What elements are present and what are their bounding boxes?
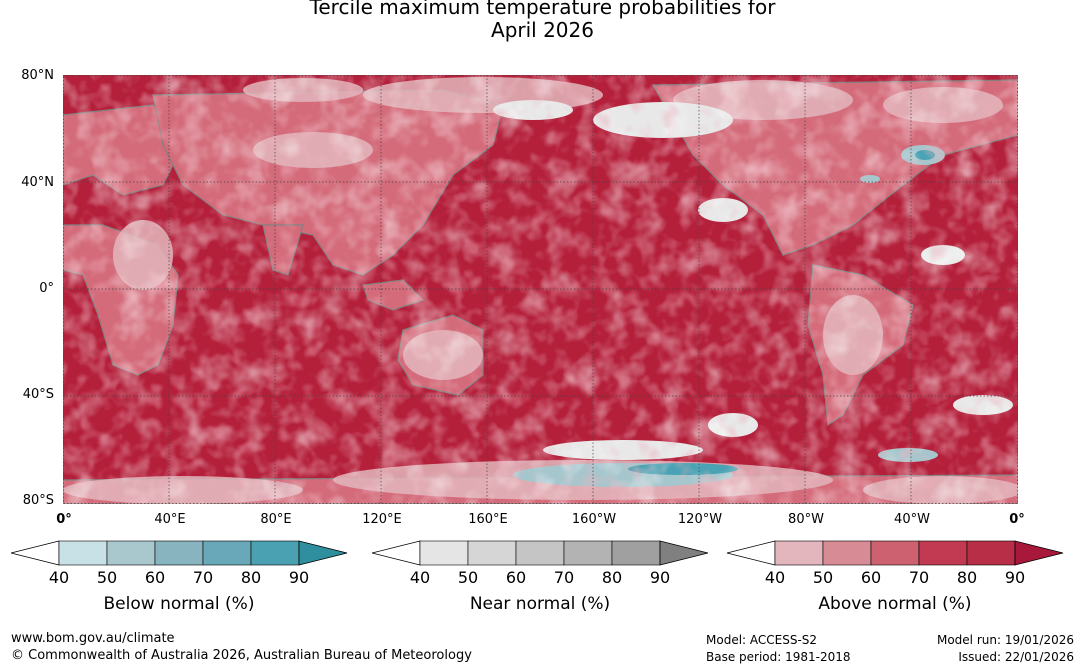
- near-ticks: 40 50 60 70 80 90: [372, 568, 708, 587]
- below-swatch-5: [250, 540, 300, 566]
- near-swatch-1: [419, 540, 469, 566]
- lon-label-160w: 160°W: [571, 512, 617, 527]
- near-swatch-2: [467, 540, 517, 566]
- title-line-1: Tercile maximum temperature probabilitie…: [309, 0, 776, 19]
- near-swatch-over: [659, 540, 709, 566]
- below-swatch-1: [58, 540, 108, 566]
- colorbar-above-swatches: [726, 540, 1064, 566]
- above-swatch-2: [822, 540, 872, 566]
- below-tick-40: 40: [48, 568, 70, 587]
- colorbar-near-swatches: [371, 540, 709, 566]
- colorbar-below-swatches: [10, 540, 348, 566]
- above-swatch-5: [966, 540, 1016, 566]
- lon-label-0-left: 0°: [56, 512, 72, 527]
- above-swatch-under: [726, 540, 776, 566]
- graticule: [63, 75, 1018, 504]
- near-swatch-4: [563, 540, 613, 566]
- above-ticks: 40 50 60 70 80 90: [727, 568, 1063, 587]
- blotch-texture-pink: [63, 75, 1018, 504]
- lon-label-160e: 160°E: [468, 512, 508, 527]
- near-tick-40: 40: [409, 568, 431, 587]
- near-tick-80: 80: [601, 568, 623, 587]
- lon-label-80e: 80°E: [260, 512, 292, 527]
- above-tick-40: 40: [764, 568, 786, 587]
- lon-label-0-right: 0°: [1009, 512, 1025, 527]
- below-ticks: 40 50 60 70 80 90: [11, 568, 347, 587]
- below-tick-50: 50: [96, 568, 118, 587]
- colorbar-above-normal: 40 50 60 70 80 90 Above normal (%): [726, 538, 1064, 614]
- footer-copyright: © Commonwealth of Australia 2026, Austra…: [11, 648, 472, 663]
- above-swatch-3: [870, 540, 920, 566]
- near-tick-60: 60: [505, 568, 527, 587]
- above-swatch-1: [774, 540, 824, 566]
- chart-title: Tercile maximum temperature probabilitie…: [0, 0, 1085, 42]
- above-swatch-4: [918, 540, 968, 566]
- below-tick-60: 60: [144, 568, 166, 587]
- lat-label-40s: 40°S: [22, 387, 54, 402]
- lon-label-120w: 120°W: [677, 512, 723, 527]
- footer-model-run: Model run: 19/01/2026: [936, 633, 1074, 647]
- above-tick-70: 70: [908, 568, 930, 587]
- near-normal-title: Near normal (%): [469, 594, 611, 614]
- map-canvas: [63, 75, 1018, 504]
- above-tick-90: 90: [1004, 568, 1026, 587]
- above-tick-50: 50: [812, 568, 834, 587]
- probability-map: [63, 75, 1018, 504]
- lat-label-40n: 40°N: [21, 175, 54, 190]
- footer-issued: Issued: 22/01/2026: [958, 650, 1074, 664]
- below-swatch-4: [202, 540, 252, 566]
- lon-label-40e: 40°E: [154, 512, 186, 527]
- below-swatch-3: [154, 540, 204, 566]
- colorbar-below-normal: 40 50 60 70 80 90 Below normal (%): [10, 538, 348, 614]
- below-tick-80: 80: [240, 568, 262, 587]
- footer-model: Model: ACCESS-S2: [706, 633, 818, 647]
- near-swatch-under: [371, 540, 421, 566]
- lat-label-0: 0°: [39, 281, 54, 296]
- near-tick-70: 70: [553, 568, 575, 587]
- below-swatch-over: [298, 540, 348, 566]
- below-swatch-2: [106, 540, 156, 566]
- footer-url: www.bom.gov.au/climate: [11, 631, 175, 646]
- below-tick-70: 70: [192, 568, 214, 587]
- near-swatch-5: [611, 540, 661, 566]
- near-tick-50: 50: [457, 568, 479, 587]
- near-tick-90: 90: [649, 568, 671, 587]
- above-tick-60: 60: [860, 568, 882, 587]
- below-swatch-under: [10, 540, 60, 566]
- lat-label-80n: 80°N: [21, 68, 54, 83]
- above-tick-80: 80: [956, 568, 978, 587]
- colorbar-near-normal: 40 50 60 70 80 90 Near normal (%): [371, 538, 709, 614]
- footer-base-period: Base period: 1981-2018: [706, 650, 851, 664]
- near-swatch-3: [515, 540, 565, 566]
- below-tick-90: 90: [288, 568, 310, 587]
- above-swatch-over: [1014, 540, 1064, 566]
- title-line-2: April 2026: [491, 18, 594, 42]
- above-normal-title: Above normal (%): [818, 594, 972, 614]
- lon-label-40w: 40°W: [894, 512, 930, 527]
- below-normal-title: Below normal (%): [103, 594, 255, 614]
- lat-label-80s: 80°S: [22, 493, 54, 508]
- lon-label-80w: 80°W: [788, 512, 824, 527]
- lon-label-120e: 120°E: [362, 512, 402, 527]
